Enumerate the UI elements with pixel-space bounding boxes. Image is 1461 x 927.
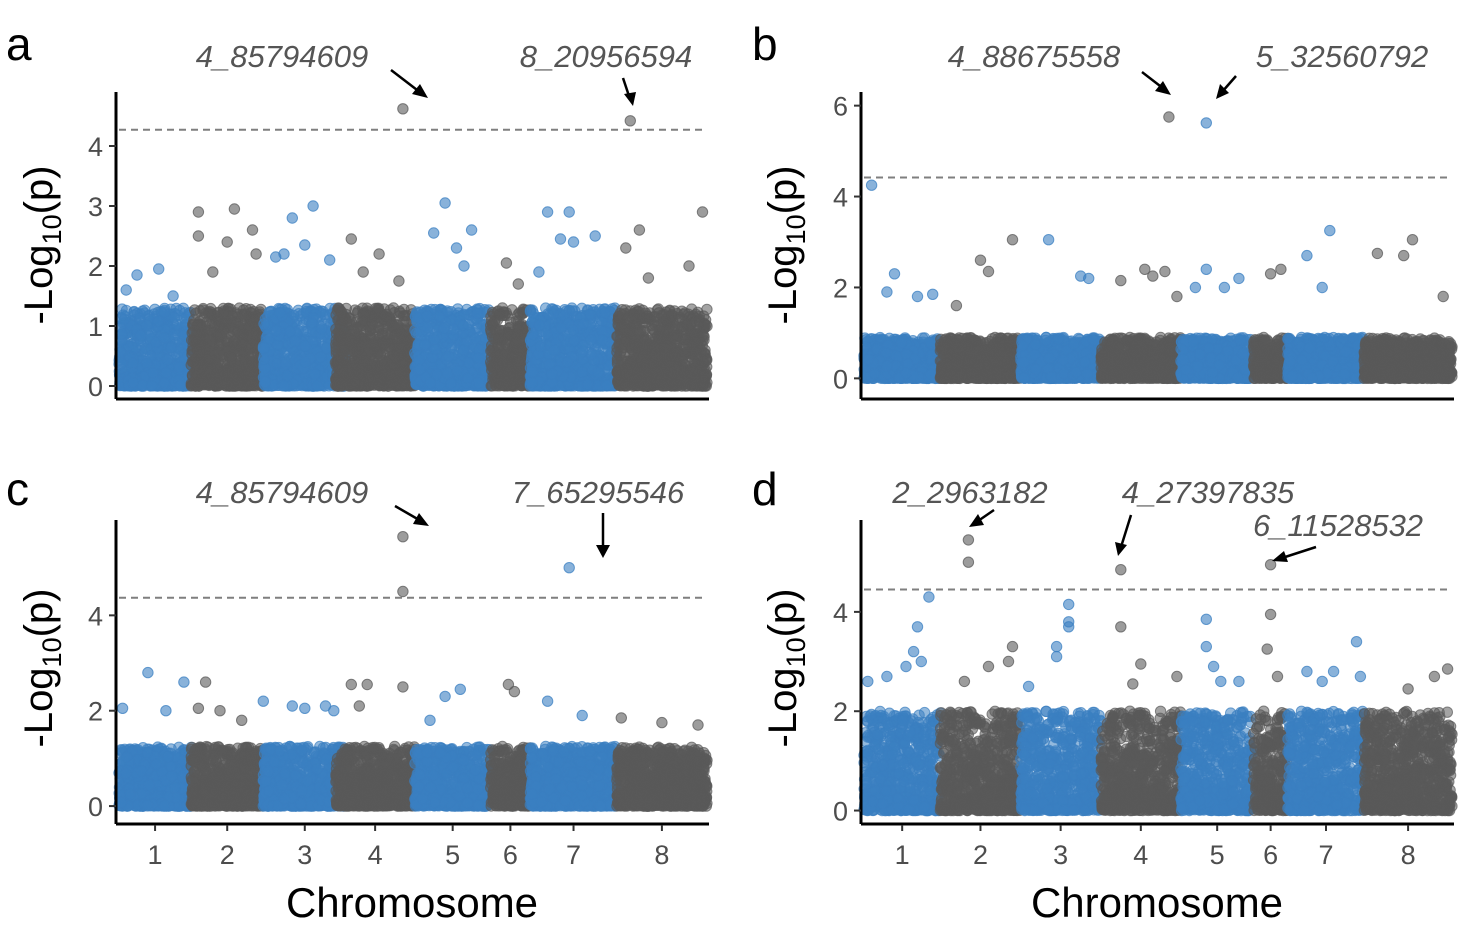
snp-point bbox=[174, 362, 184, 372]
snp-point bbox=[159, 307, 169, 317]
snp-point bbox=[117, 329, 127, 339]
snp-point bbox=[175, 380, 185, 390]
snp-point bbox=[163, 354, 173, 364]
snp-point bbox=[205, 306, 215, 316]
snp-point bbox=[135, 330, 145, 340]
snp-point bbox=[169, 312, 179, 322]
snp-point bbox=[148, 368, 158, 378]
snp-point bbox=[118, 310, 128, 320]
snp-point bbox=[135, 313, 145, 323]
snp-point bbox=[189, 315, 199, 325]
snp-point bbox=[232, 362, 242, 372]
snp-point bbox=[221, 369, 231, 379]
snp-point bbox=[229, 317, 239, 327]
snp-point bbox=[248, 357, 258, 367]
snp-point bbox=[191, 366, 201, 376]
snp-point bbox=[214, 348, 224, 358]
snp-point bbox=[191, 378, 201, 388]
snp-point bbox=[226, 331, 236, 341]
snp-point bbox=[128, 378, 138, 388]
snp-point bbox=[228, 379, 238, 389]
snp-point bbox=[188, 326, 198, 336]
snp-point bbox=[116, 359, 126, 369]
snp-point bbox=[205, 335, 215, 345]
snp-point bbox=[219, 306, 229, 316]
snp-point bbox=[142, 358, 152, 368]
panel-a-letter: a bbox=[6, 18, 32, 70]
snp-point bbox=[159, 378, 169, 388]
snp-point bbox=[159, 333, 169, 343]
snp-point bbox=[213, 376, 223, 386]
snp-point bbox=[234, 303, 244, 313]
snp-point bbox=[137, 380, 147, 390]
snp-point bbox=[161, 367, 171, 377]
panel-a-points bbox=[114, 104, 712, 392]
snp-point bbox=[214, 329, 224, 339]
snp-point bbox=[128, 358, 138, 368]
snp-point bbox=[236, 340, 246, 350]
snp-point bbox=[153, 316, 163, 326]
snp-point bbox=[248, 378, 258, 388]
manhattan-figure: a 01234 -Log10(p) 4_85794609 8_20956594 … bbox=[0, 0, 1461, 927]
snp-point bbox=[204, 363, 214, 373]
snp-point bbox=[203, 352, 213, 362]
snp-point bbox=[147, 381, 157, 391]
snp-point bbox=[166, 343, 176, 353]
